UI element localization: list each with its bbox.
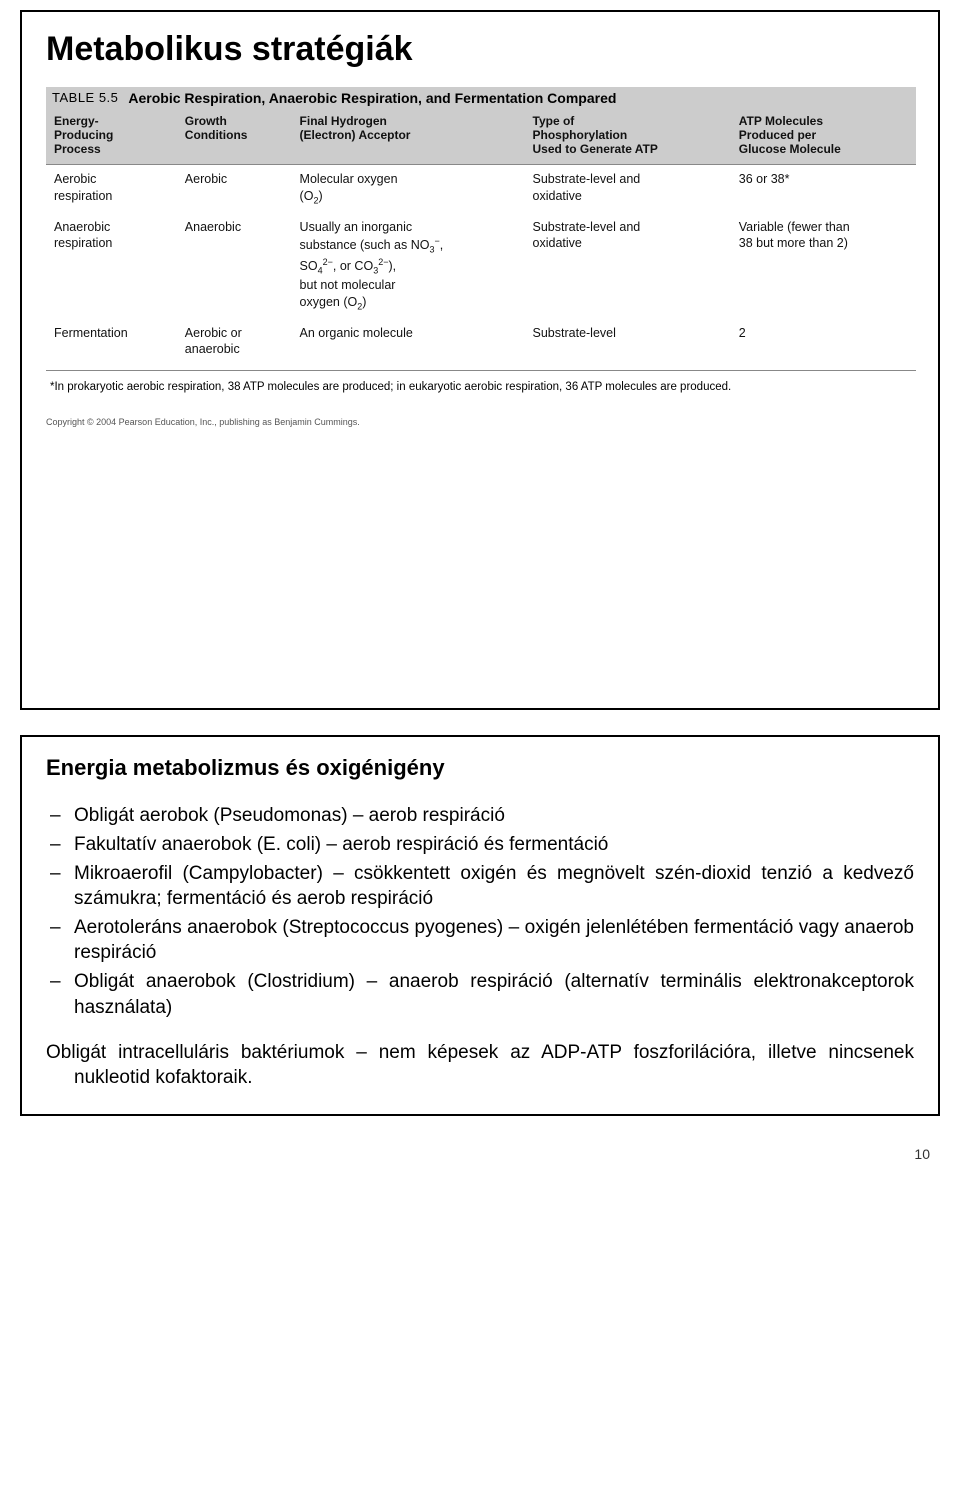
col-growth: GrowthConditions [177,109,292,165]
cell: Variable (fewer than38 but more than 2) [731,213,916,319]
comparison-table: TABLE 5.5 Aerobic Respiration, Anaerobic… [46,87,916,427]
cell: Substrate-level andoxidative [525,165,731,213]
col-atp: ATP MoleculesProduced perGlucose Molecul… [731,109,916,165]
copyright: Copyright © 2004 Pearson Education, Inc.… [46,417,916,427]
cell: An organic molecule [292,319,525,365]
cell: Anaerobic [177,213,292,319]
table-caption: Aerobic Respiration, Anaerobic Respirati… [128,90,616,106]
table-row: Aerobicrespiration Aerobic Molecular oxy… [46,165,916,213]
slide-2: Energia metabolizmus és oxigénigény Obli… [20,735,940,1116]
cell: 2 [731,319,916,365]
list-item: Obligát anaerobok (Clostridium) – anaero… [74,969,914,1019]
table: Energy-ProducingProcess GrowthConditions… [46,109,916,364]
cell: Aerobic oranaerobic [177,319,292,365]
list-item: Mikroaerofil (Campylobacter) – csökkente… [74,861,914,911]
table-footnote: *In prokaryotic aerobic respiration, 38 … [46,370,916,397]
cell: 36 or 38* [731,165,916,213]
col-process: Energy-ProducingProcess [46,109,177,165]
cell: Substrate-level andoxidative [525,213,731,319]
table-caption-bar: TABLE 5.5 Aerobic Respiration, Anaerobic… [46,87,916,109]
table-row: Fermentation Aerobic oranaerobic An orga… [46,319,916,365]
list-item: Fakultatív anaerobok (E. coli) – aerob r… [74,832,914,857]
cell: Usually an inorganicsubstance (such as N… [292,213,525,319]
table-row: Anaerobicrespiration Anaerobic Usually a… [46,213,916,319]
cell: Substrate-level [525,319,731,365]
page-number: 10 [0,1146,930,1162]
bullet-list: Obligát aerobok (Pseudomonas) – aerob re… [46,803,914,1020]
table-label: TABLE 5.5 [52,90,118,106]
slide-1: Metabolikus stratégiák TABLE 5.5 Aerobic… [20,10,940,710]
cell: Aerobicrespiration [46,165,177,213]
cell: Fermentation [46,319,177,365]
slide2-title: Energia metabolizmus és oxigénigény [46,755,914,781]
cell: Anaerobicrespiration [46,213,177,319]
table-header-row: Energy-ProducingProcess GrowthConditions… [46,109,916,165]
list-item: Aerotoleráns anaerobok (Streptococcus py… [74,915,914,965]
slide1-title: Metabolikus stratégiák [46,30,914,69]
cell: Molecular oxygen(O2) [292,165,525,213]
col-acceptor: Final Hydrogen(Electron) Acceptor [292,109,525,165]
col-phosph: Type ofPhosphorylationUsed to Generate A… [525,109,731,165]
paragraph: Obligát intracelluláris baktériumok – ne… [46,1040,914,1090]
list-item: Obligát aerobok (Pseudomonas) – aerob re… [74,803,914,828]
cell: Aerobic [177,165,292,213]
